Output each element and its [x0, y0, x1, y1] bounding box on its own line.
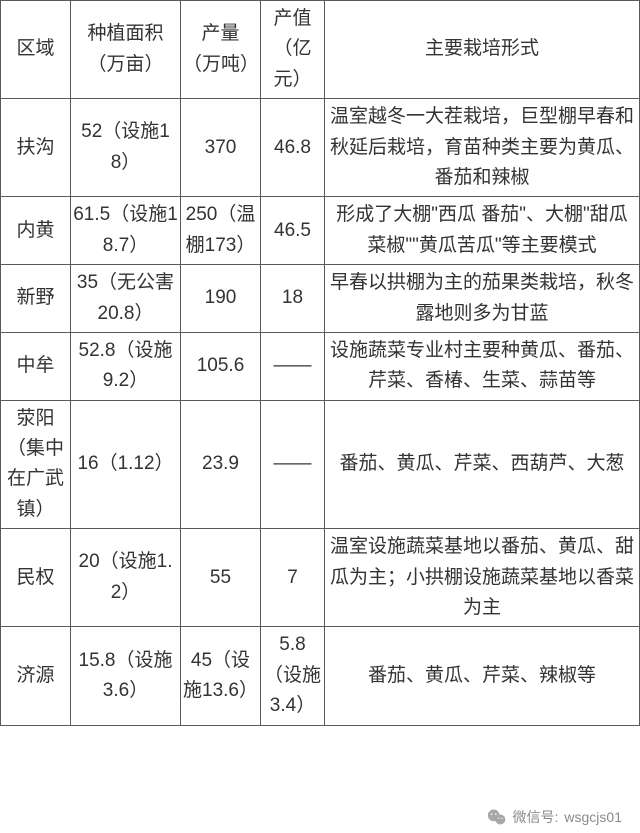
cell-yield: 55 [181, 529, 261, 627]
cell-region: 内黄 [1, 197, 71, 265]
cell-yield: 105.6 [181, 332, 261, 400]
header-area: 种植面积（万亩） [71, 1, 181, 99]
cell-area: 35（无公害20.8） [71, 265, 181, 333]
footer: 微信号: wsgcjs01 [487, 807, 622, 827]
header-form: 主要栽培形式 [325, 1, 640, 99]
wechat-icon [487, 808, 507, 826]
header-value: 产值（亿元） [261, 1, 325, 99]
cell-region: 新野 [1, 265, 71, 333]
cell-yield: 23.9 [181, 400, 261, 529]
cell-yield: 45（设施13.6） [181, 627, 261, 725]
cell-value: 46.8 [261, 99, 325, 197]
cell-value: 18 [261, 265, 325, 333]
table-row: 内黄61.5（设施18.7）250（温棚173）46.5形成了大棚"西瓜 番茄"… [1, 197, 640, 265]
table-row: 荥阳（集中在广武镇）16（1.12）23.9——番茄、黄瓜、芹菜、西葫芦、大葱 [1, 400, 640, 529]
cell-yield: 370 [181, 99, 261, 197]
table-row: 中牟52.8（设施9.2）105.6——设施蔬菜专业村主要种黄瓜、番茄、芹菜、香… [1, 332, 640, 400]
footer-prefix: 微信号: [513, 807, 559, 827]
table-row: 济源15.8（设施3.6）45（设施13.6）5.8（设施3.4）番茄、黄瓜、芹… [1, 627, 640, 725]
cell-value: 7 [261, 529, 325, 627]
footer-account: wsgcjs01 [564, 809, 622, 825]
table-row: 新野35（无公害20.8）19018早春以拱棚为主的茄果类栽培，秋冬露地则多为甘… [1, 265, 640, 333]
cell-region: 济源 [1, 627, 71, 725]
cell-value: —— [261, 400, 325, 529]
cell-area: 52（设施18） [71, 99, 181, 197]
cell-area: 16（1.12） [71, 400, 181, 529]
cell-region: 荥阳（集中在广武镇） [1, 400, 71, 529]
cell-value: 5.8（设施3.4） [261, 627, 325, 725]
cell-area: 20（设施1.2） [71, 529, 181, 627]
cell-area: 61.5（设施18.7） [71, 197, 181, 265]
cell-form: 早春以拱棚为主的茄果类栽培，秋冬露地则多为甘蓝 [325, 265, 640, 333]
table-header-row: 区域 种植面积（万亩） 产量（万吨） 产值（亿元） 主要栽培形式 [1, 1, 640, 99]
cell-region: 民权 [1, 529, 71, 627]
table-row: 民权20（设施1.2）557温室设施蔬菜基地以番茄、黄瓜、甜瓜为主；小拱棚设施蔬… [1, 529, 640, 627]
cell-region: 扶沟 [1, 99, 71, 197]
header-yield: 产量（万吨） [181, 1, 261, 99]
cell-form: 温室越冬一大茬栽培，巨型棚早春和秋延后栽培，育苗种类主要为黄瓜、番茄和辣椒 [325, 99, 640, 197]
cell-form: 形成了大棚"西瓜 番茄"、大棚"甜瓜菜椒""黄瓜苦瓜"等主要模式 [325, 197, 640, 265]
cultivation-table: 区域 种植面积（万亩） 产量（万吨） 产值（亿元） 主要栽培形式 扶沟52（设施… [0, 0, 640, 726]
cell-form: 设施蔬菜专业村主要种黄瓜、番茄、芹菜、香椿、生菜、蒜苗等 [325, 332, 640, 400]
cell-value: 46.5 [261, 197, 325, 265]
table-body: 扶沟52（设施18）37046.8温室越冬一大茬栽培，巨型棚早春和秋延后栽培，育… [1, 99, 640, 725]
header-region: 区域 [1, 1, 71, 99]
cell-value: —— [261, 332, 325, 400]
cell-form: 番茄、黄瓜、芹菜、西葫芦、大葱 [325, 400, 640, 529]
cell-yield: 190 [181, 265, 261, 333]
cell-form: 温室设施蔬菜基地以番茄、黄瓜、甜瓜为主；小拱棚设施蔬菜基地以香菜为主 [325, 529, 640, 627]
cell-form: 番茄、黄瓜、芹菜、辣椒等 [325, 627, 640, 725]
cell-yield: 250（温棚173） [181, 197, 261, 265]
table-row: 扶沟52（设施18）37046.8温室越冬一大茬栽培，巨型棚早春和秋延后栽培，育… [1, 99, 640, 197]
cell-area: 15.8（设施3.6） [71, 627, 181, 725]
cell-area: 52.8（设施9.2） [71, 332, 181, 400]
cell-region: 中牟 [1, 332, 71, 400]
